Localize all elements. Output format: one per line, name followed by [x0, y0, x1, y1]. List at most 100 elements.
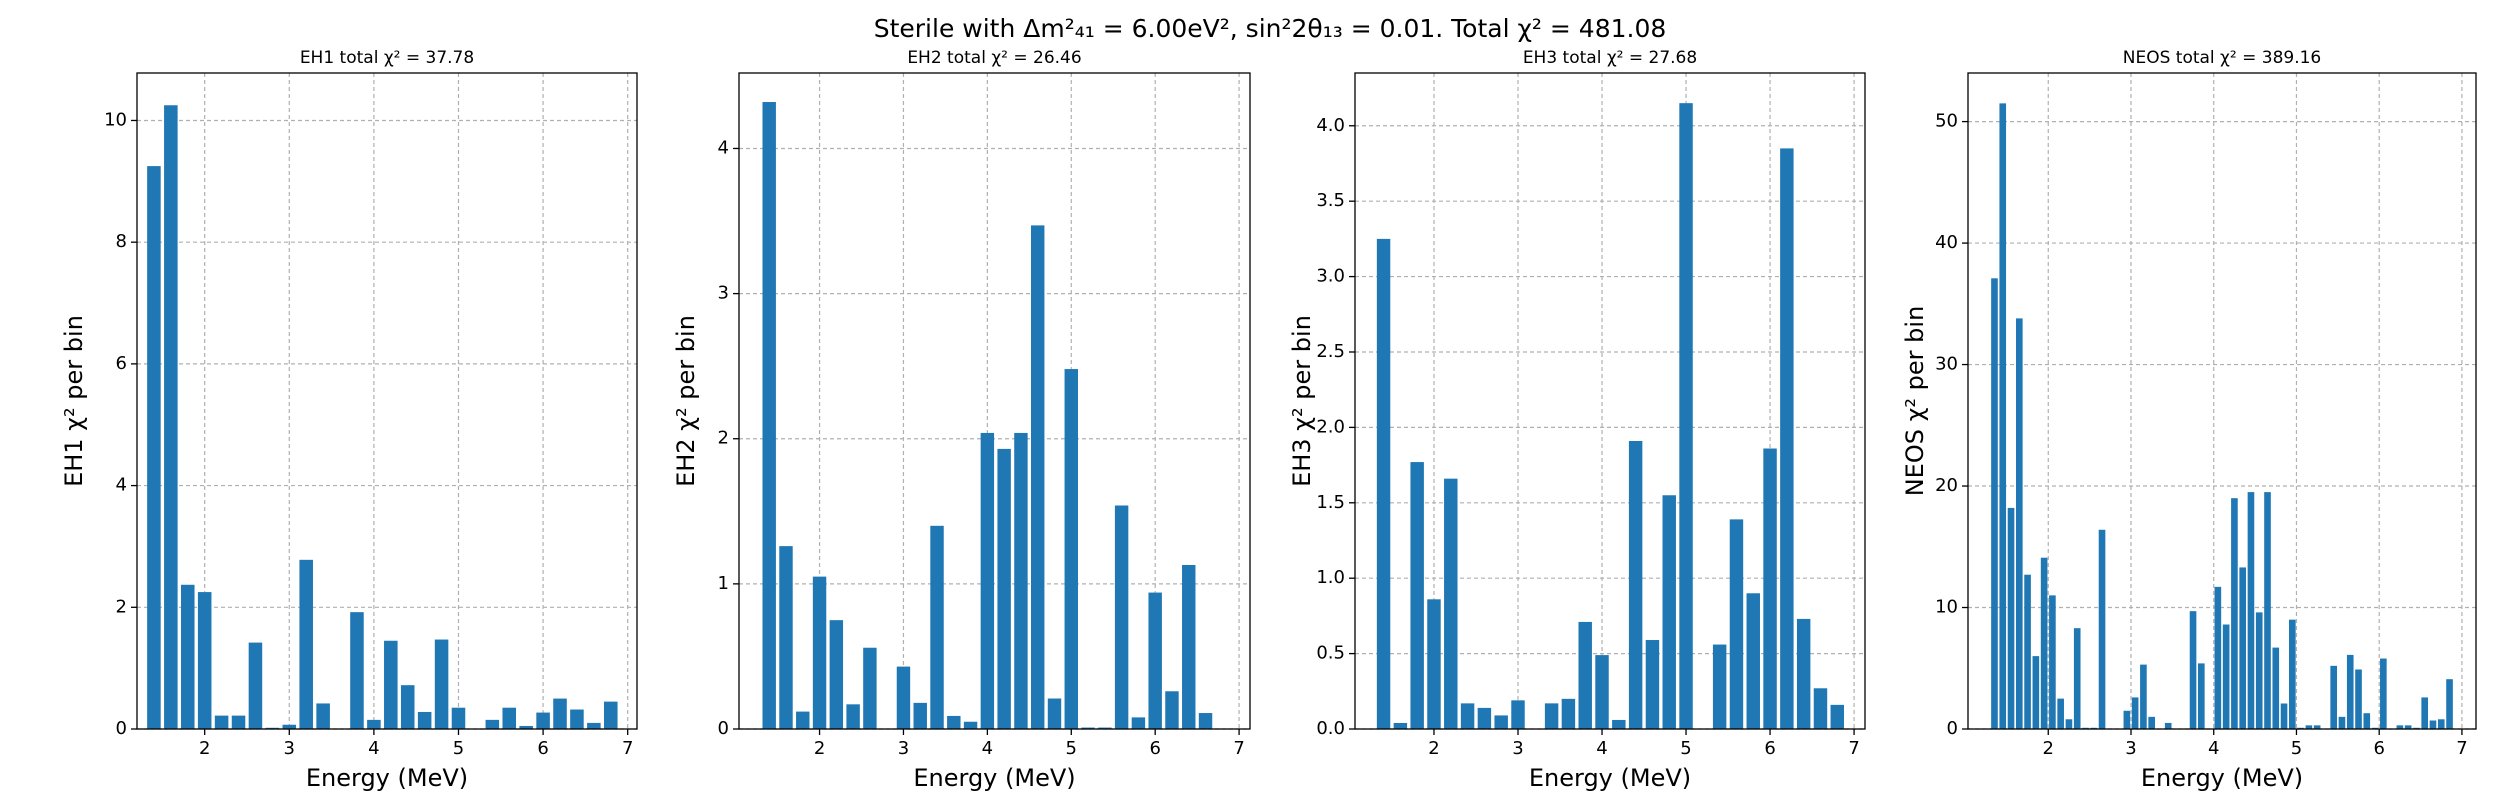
bar	[180, 584, 195, 729]
y-tick-label: 6	[116, 353, 127, 374]
subplot: 0 1 2 3 4 2 3 4 5 6 7 EH2 total χ² = 26.46 Energy (M…	[672, 48, 1251, 792]
x-tick-label: 6	[537, 738, 548, 759]
bar	[846, 704, 860, 729]
x-tick-label: 4	[1596, 738, 1607, 759]
bar	[779, 546, 793, 729]
bar	[2049, 595, 2056, 729]
bar	[1544, 703, 1559, 729]
bar	[1427, 599, 1441, 729]
bar	[1712, 644, 1727, 729]
bar	[2380, 658, 2387, 729]
bar	[2189, 611, 2197, 729]
y-tick-label: 1.5	[1316, 492, 1345, 513]
bar	[384, 640, 398, 729]
bar	[1679, 103, 1693, 730]
bar	[1991, 278, 1998, 729]
bar	[1148, 592, 1162, 729]
bar	[2032, 656, 2040, 729]
bar	[1393, 722, 1408, 729]
bar	[930, 525, 944, 729]
bar	[1628, 440, 1643, 729]
bar	[350, 612, 364, 729]
bar	[2148, 716, 2155, 729]
x-tick-label: 3	[284, 738, 295, 759]
bar	[1612, 719, 1626, 729]
bar	[2346, 654, 2354, 729]
y-tick-label: 0.0	[1316, 718, 1345, 739]
subplot-title: NEOS total χ² = 389.16	[2123, 48, 2321, 68]
y-tick-label: 2	[718, 428, 729, 449]
bar	[1114, 505, 1129, 729]
bar	[2338, 716, 2346, 729]
bar	[553, 698, 567, 729]
bar	[2065, 719, 2073, 729]
bar	[417, 711, 432, 729]
bar	[197, 592, 212, 729]
x-tick-label: 2	[199, 738, 210, 759]
bar	[282, 724, 297, 729]
bar	[1064, 369, 1078, 729]
x-tick-label: 2	[2043, 738, 2054, 759]
bar	[1198, 713, 1213, 729]
subplot-title: EH2 total χ² = 26.46	[907, 48, 1081, 68]
bar	[2305, 725, 2313, 729]
bar	[2363, 713, 2371, 729]
bar	[248, 642, 263, 729]
bar	[1131, 717, 1146, 729]
bar	[231, 715, 246, 729]
bar	[2396, 725, 2404, 729]
x-tick-label: 4	[982, 738, 993, 759]
bar	[1595, 655, 1609, 729]
bar	[2198, 663, 2205, 729]
bar	[2355, 669, 2362, 729]
axes-frame	[738, 72, 1251, 730]
x-axis-label: Energy (MeV)	[913, 764, 1075, 792]
subplot: 0.0 0.5 1.0 1.5 2.0 2.5 3.0 3.5 4.0 2 3 4 5 6 7 EH3 tot…	[1288, 48, 1866, 792]
bar	[2421, 697, 2429, 729]
x-tick-label: 2	[814, 738, 825, 759]
bar	[536, 712, 550, 729]
bar	[1477, 707, 1492, 729]
bar	[2214, 586, 2222, 729]
y-tick-label: 0	[1947, 718, 1958, 739]
bar	[2404, 725, 2412, 729]
bar	[1014, 432, 1028, 729]
y-tick-label: 0	[718, 718, 729, 739]
bar	[2057, 698, 2064, 729]
bar	[796, 711, 810, 729]
bar	[2123, 710, 2131, 729]
bar	[1098, 727, 1112, 729]
bar	[2164, 722, 2172, 729]
axes-frame	[1354, 72, 1866, 730]
bar	[1410, 462, 1424, 729]
subplot: 0 2 4 6 8 10 2 3 4 5 6 7 EH1 total χ² = 37.78 Energy …	[60, 48, 638, 792]
bar	[2429, 720, 2437, 729]
bar	[1165, 691, 1179, 729]
bar	[2015, 318, 2023, 729]
y-tick-label: 4.0	[1316, 115, 1345, 136]
bar	[2131, 697, 2139, 729]
x-tick-label: 5	[453, 738, 464, 759]
x-tick-label: 4	[2208, 738, 2219, 759]
y-tick-label: 3.5	[1316, 190, 1345, 211]
bar	[1578, 621, 1592, 729]
bar	[367, 719, 381, 729]
bar	[2222, 624, 2230, 729]
figure-title: Sterile with Δm²₄₁ = 6.00eV², sin²2θ₁₃ =…	[874, 14, 1667, 43]
axes-frame	[1967, 72, 2477, 730]
y-tick-label: 20	[1935, 475, 1958, 496]
bar	[980, 432, 995, 729]
x-tick-label: 6	[1149, 738, 1160, 759]
x-tick-label: 6	[2373, 738, 2384, 759]
bar	[1813, 688, 1828, 729]
bar	[485, 719, 500, 729]
bar	[147, 166, 161, 729]
bar	[1746, 593, 1760, 729]
x-tick-label: 3	[1512, 738, 1523, 759]
x-tick-label: 7	[2456, 738, 2467, 759]
bar	[451, 707, 466, 729]
bar	[2313, 725, 2321, 729]
y-tick-label: 0.5	[1316, 643, 1345, 664]
bar	[2437, 719, 2445, 729]
y-tick-label: 2	[116, 596, 127, 617]
